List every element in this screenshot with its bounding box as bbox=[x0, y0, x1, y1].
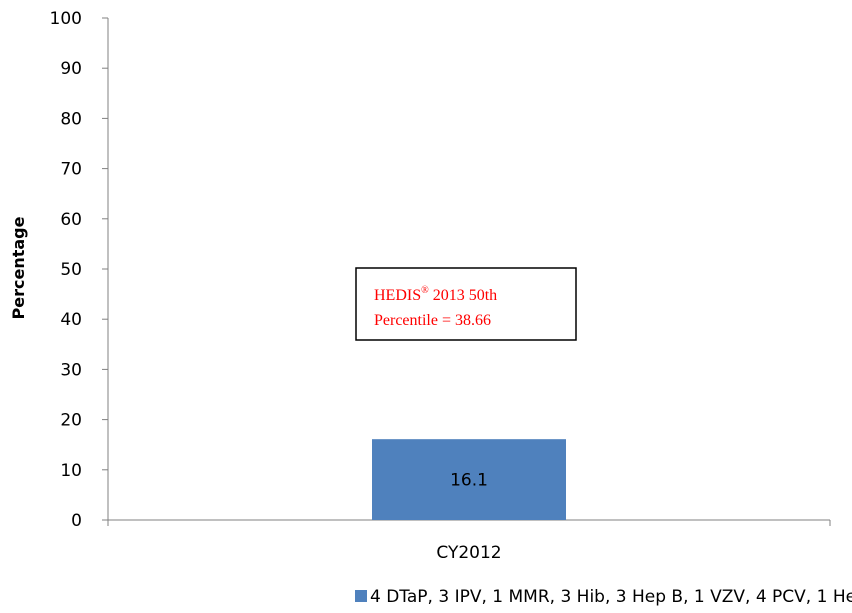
y-tick-label: 60 bbox=[60, 210, 82, 230]
y-tick-label: 90 bbox=[60, 59, 82, 79]
legend-swatch bbox=[355, 590, 367, 602]
target-annotation: HEDIS® 2013 50th Percentile = 38.66 bbox=[355, 267, 577, 341]
ticks: 0 10 20 30 40 50 60 70 80 90 100 CY2012 bbox=[50, 9, 831, 563]
y-tick-label: 10 bbox=[60, 461, 82, 481]
y-tick-label: 20 bbox=[60, 411, 82, 431]
bar-data-label: 16.1 bbox=[450, 471, 488, 491]
annotation-line-1: HEDIS® 2013 50th bbox=[374, 285, 497, 304]
y-axis-label: Percentage bbox=[9, 216, 28, 319]
annotation-box bbox=[355, 267, 577, 341]
legend: 4 DTaP, 3 IPV, 1 MMR, 3 Hib, 3 Hep B, 1 … bbox=[355, 587, 852, 607]
annotation-brand: HEDIS bbox=[374, 287, 421, 304]
bars: 16.1 bbox=[372, 439, 566, 520]
annotation-registered-mark: ® bbox=[421, 285, 429, 296]
y-tick-label: 50 bbox=[60, 260, 82, 280]
y-tick-label: 30 bbox=[60, 360, 82, 380]
y-tick-label: 100 bbox=[50, 9, 82, 29]
y-tick-label: 70 bbox=[60, 160, 82, 180]
annotation-line-2: Percentile = 38.66 bbox=[374, 312, 491, 329]
annotation-year-percentile: 2013 50th bbox=[429, 287, 497, 304]
x-tick-label: CY2012 bbox=[436, 543, 501, 563]
bar bbox=[372, 439, 566, 520]
y-tick-label: 0 bbox=[71, 511, 82, 531]
y-tick-label: 80 bbox=[60, 109, 82, 129]
legend-label: 4 DTaP, 3 IPV, 1 MMR, 3 Hib, 3 Hep B, 1 … bbox=[370, 587, 852, 607]
y-tick-label: 40 bbox=[60, 310, 82, 330]
